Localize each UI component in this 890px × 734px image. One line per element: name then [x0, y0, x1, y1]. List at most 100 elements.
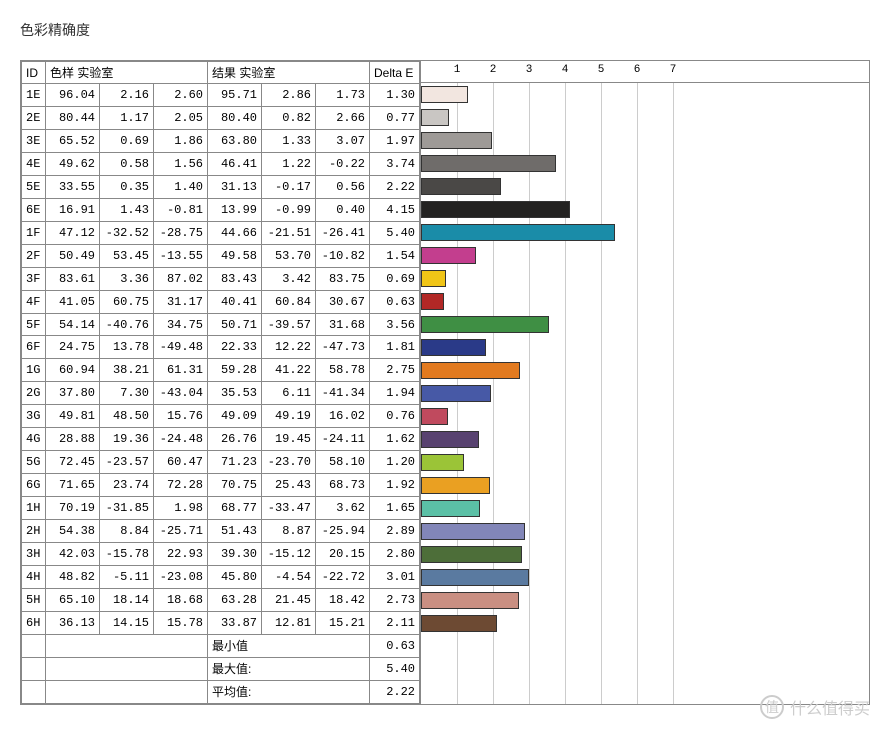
cell-r2: 12.22	[262, 336, 316, 359]
bar-row	[421, 313, 869, 336]
cell-s3: -23.08	[154, 566, 208, 589]
cell-id: 6E	[22, 198, 46, 221]
cell-r2: -21.51	[262, 221, 316, 244]
cell-s2: 13.78	[100, 336, 154, 359]
table-row: 6G71.6523.7472.2870.7525.4368.731.92	[22, 474, 420, 497]
header-id: ID	[22, 62, 46, 84]
axis-tick: 5	[598, 64, 605, 76]
cell-r2: 6.11	[262, 382, 316, 405]
table-row: 1H70.19-31.851.9868.77-33.473.621.65	[22, 497, 420, 520]
cell-id: 3E	[22, 129, 46, 152]
cell-r2: -23.70	[262, 451, 316, 474]
bar-row	[421, 129, 869, 152]
cell-id: 3H	[22, 543, 46, 566]
cell-r1: 70.75	[208, 474, 262, 497]
cell-r2: -15.12	[262, 543, 316, 566]
cell-r3: 2.66	[316, 106, 370, 129]
table-row: 4G28.8819.36-24.4826.7619.45-24.111.62	[22, 428, 420, 451]
cell-r1: 83.43	[208, 267, 262, 290]
cell-s1: 83.61	[46, 267, 100, 290]
cell-delta: 1.65	[370, 497, 420, 520]
cell-s2: 2.16	[100, 84, 154, 107]
delta-bar	[421, 109, 449, 126]
table-row: 2F50.4953.45-13.5549.5853.70-10.821.54	[22, 244, 420, 267]
cell-r2: 12.81	[262, 611, 316, 634]
cell-delta: 1.30	[370, 84, 420, 107]
cell-r2: -0.17	[262, 175, 316, 198]
delta-bar	[421, 293, 444, 310]
cell-delta: 1.81	[370, 336, 420, 359]
cell-id: 5H	[22, 588, 46, 611]
cell-r3: 1.73	[316, 84, 370, 107]
cell-delta: 3.74	[370, 152, 420, 175]
cell-delta: 1.54	[370, 244, 420, 267]
cell-s2: 0.58	[100, 152, 154, 175]
delta-bar	[421, 270, 446, 287]
cell-s2: -32.52	[100, 221, 154, 244]
cell-r3: -10.82	[316, 244, 370, 267]
delta-bar	[421, 569, 529, 586]
cell-id: 6H	[22, 611, 46, 634]
cell-s1: 41.05	[46, 290, 100, 313]
cell-r3: 3.07	[316, 129, 370, 152]
cell-r1: 51.43	[208, 520, 262, 543]
gridline	[637, 83, 638, 704]
axis-tick: 3	[526, 64, 533, 76]
table-row: 3H42.03-15.7822.9339.30-15.1220.152.80	[22, 543, 420, 566]
cell-r3: 31.68	[316, 313, 370, 336]
cell-s2: -40.76	[100, 313, 154, 336]
cell-s3: 18.68	[154, 588, 208, 611]
table-row: 2H54.388.84-25.7151.438.87-25.942.89	[22, 520, 420, 543]
watermark-icon: 值	[760, 695, 784, 719]
summary-label: 平均值:	[208, 680, 370, 703]
cell-s1: 70.19	[46, 497, 100, 520]
cell-s1: 65.52	[46, 129, 100, 152]
table-row: 3F83.613.3687.0283.433.4283.750.69	[22, 267, 420, 290]
cell-id: 2F	[22, 244, 46, 267]
cell-id: 2H	[22, 520, 46, 543]
cell-r3: 58.10	[316, 451, 370, 474]
cell-s3: 2.60	[154, 84, 208, 107]
delta-bar	[421, 523, 525, 540]
cell-s3: -24.48	[154, 428, 208, 451]
delta-bar	[421, 385, 491, 402]
cell-r3: 3.62	[316, 497, 370, 520]
cell-r3: 20.15	[316, 543, 370, 566]
delta-e-chart: 1234567	[420, 61, 869, 704]
cell-r2: -4.54	[262, 566, 316, 589]
cell-r3: 83.75	[316, 267, 370, 290]
bar-row	[421, 589, 869, 612]
cell-s2: 3.36	[100, 267, 154, 290]
cell-delta: 2.11	[370, 611, 420, 634]
cell-r3: -24.11	[316, 428, 370, 451]
bar-row	[421, 566, 869, 589]
chart-axis: 1234567	[421, 61, 869, 83]
cell-r1: 45.80	[208, 566, 262, 589]
cell-id: 6F	[22, 336, 46, 359]
cell-r1: 71.23	[208, 451, 262, 474]
cell-s2: 60.75	[100, 290, 154, 313]
axis-tick: 6	[634, 64, 641, 76]
cell-s3: 1.40	[154, 175, 208, 198]
table-row: 3G49.8148.5015.7649.0949.1916.020.76	[22, 405, 420, 428]
cell-s3: -0.81	[154, 198, 208, 221]
cell-s2: 8.84	[100, 520, 154, 543]
cell-s1: 24.75	[46, 336, 100, 359]
page-title: 色彩精确度	[20, 20, 870, 40]
cell-r3: -26.41	[316, 221, 370, 244]
cell-s1: 60.94	[46, 359, 100, 382]
cell-delta: 1.20	[370, 451, 420, 474]
cell-id: 1F	[22, 221, 46, 244]
header-row: ID 色样 实验室 结果 实验室 Delta E	[22, 62, 420, 84]
cell-r1: 63.80	[208, 129, 262, 152]
delta-bar	[421, 86, 468, 103]
cell-delta: 3.01	[370, 566, 420, 589]
table-row: 4H48.82-5.11-23.0845.80-4.54-22.723.01	[22, 566, 420, 589]
cell-s3: 1.98	[154, 497, 208, 520]
cell-r3: 0.40	[316, 198, 370, 221]
bar-row	[421, 244, 869, 267]
cell-r2: -39.57	[262, 313, 316, 336]
cell-r1: 49.09	[208, 405, 262, 428]
delta-bar	[421, 431, 479, 448]
table-row: 6F24.7513.78-49.4822.3312.22-47.731.81	[22, 336, 420, 359]
